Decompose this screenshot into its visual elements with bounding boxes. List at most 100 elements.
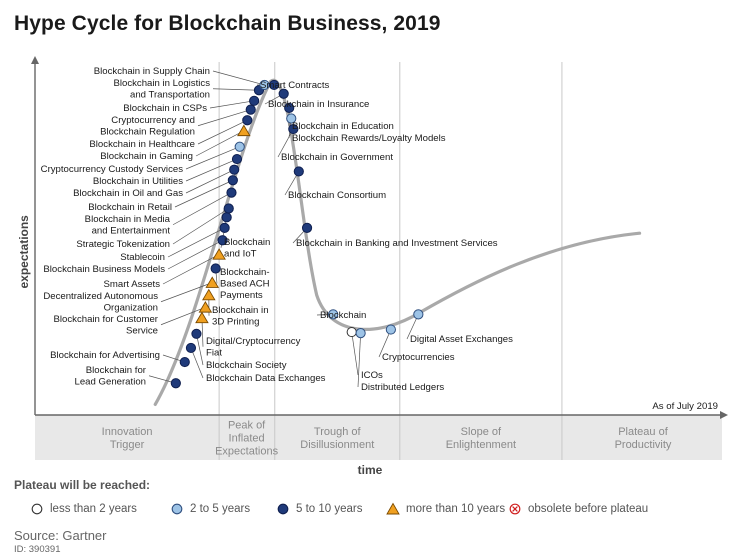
leader-line: [196, 333, 204, 366]
legend-marker: [171, 503, 183, 515]
marker-blockchain-in-utilities: [231, 153, 243, 165]
marker-smart-contracts: [268, 79, 280, 91]
marker-decentralized-autonomous-organization: [205, 276, 220, 288]
legend-marker-x: [512, 506, 518, 512]
x-axis-label: time: [358, 463, 383, 477]
label-blockchain-in-logistics-and-transportation: and Transportation: [130, 90, 210, 101]
marker-strategic-tokenization: [223, 203, 234, 214]
label-blockchain-in-media-and-entertainment: and Entertainment: [92, 226, 171, 237]
marker-blockchain-in-csps: [249, 95, 260, 106]
leader-line: [351, 331, 359, 376]
phase-label: Productivity: [615, 439, 672, 451]
phase-label: Expectations: [215, 446, 278, 458]
marker-blockchain-in-3d-printing: [202, 288, 216, 301]
marker-blockchain-in-gaming: [237, 124, 251, 137]
legend-swatch-obsolete-before-plateau: [509, 503, 521, 515]
legend-marker: [386, 502, 400, 515]
phase-label: Plateau of: [618, 426, 668, 438]
legend: Plateau will be reached: less than 2 yea…: [14, 478, 734, 515]
label-cryptocurrency-and-blockchain-regulation: Blockchain Regulation: [100, 127, 195, 138]
marker-blockchain-in-government: [288, 123, 299, 135]
x-axis-arrow: [720, 411, 728, 419]
legend-label: 2 to 5 years: [190, 503, 251, 515]
label-blockchain-in-banking-and-investment-services: Blockchain in Banking and Investment Ser…: [296, 238, 498, 249]
label-blockchain-and-iot: Blockchain: [224, 237, 270, 248]
marker-blockchain-data-exchanges: [185, 342, 197, 354]
phase-label: Peak of: [228, 420, 266, 432]
leader-line: [197, 119, 248, 145]
marker-cryptocurrency-and-blockchain-regulation: [245, 104, 256, 115]
leader-line: [167, 239, 223, 270]
label-blockchain-for-advertising: Blockchain for Advertising: [50, 350, 160, 361]
label-blockchain-and-iot: and IoT: [224, 249, 257, 260]
legend-label: 5 to 10 years: [296, 503, 363, 515]
leader-line: [172, 192, 232, 226]
phase-label: Innovation: [102, 426, 153, 438]
leader-line: [212, 88, 259, 91]
legend-swatch-5-to-10-years: [277, 503, 289, 515]
label-blockchain-in-supply-chain: Blockchain in Supply Chain: [94, 66, 210, 77]
legend-item-2-to-5-years: 2 to 5 years: [170, 502, 250, 516]
legend-item-less-than-2-years: less than 2 years: [30, 502, 137, 516]
label-blockchain-in-media-and-entertainment: Blockchain in Media: [85, 214, 171, 225]
marker-blockchain-in-oil-and-gas: [229, 164, 240, 175]
legend-title: Plateau will be reached:: [14, 478, 151, 492]
legend-item-more-than-10-years: more than 10 years: [386, 502, 505, 516]
label-cryptocurrencies: Cryptocurrencies: [382, 352, 455, 363]
phase-label: Slope of: [461, 426, 502, 438]
y-axis-arrow: [31, 56, 39, 64]
marker-blockchain: [328, 309, 339, 320]
phase-label: Inflated: [229, 433, 265, 445]
leader-line: [190, 347, 204, 379]
label-blockchain-rewards-loyalty-models: Blockchain Rewards/Loyalty Models: [292, 133, 446, 144]
phase-label: Disillusionment: [300, 439, 374, 451]
label-digital-asset-exchanges: Digital Asset Exchanges: [410, 334, 513, 345]
legend-item-5-to-10-years: 5 to 10 years: [276, 502, 362, 516]
label-blockchain-in-insurance: Blockchain in Insurance: [268, 99, 369, 110]
leader-line: [185, 158, 238, 182]
legend-swatch-less-than-2-years: [31, 503, 43, 515]
label-strategic-tokenization: Strategic Tokenization: [76, 239, 170, 250]
label-smart-contracts: Smart Contracts: [260, 80, 330, 91]
phase-band: [35, 415, 722, 460]
leader-line: [185, 146, 240, 170]
legend-marker: [277, 503, 289, 515]
label-blockchain-in-oil-and-gas: Blockchain in Oil and Gas: [73, 188, 183, 199]
marker-distributed-ledgers: [355, 328, 366, 339]
marker-blockchain-rewards-loyalty-models: [286, 113, 297, 124]
marker-blockchain-in-insurance: [278, 88, 289, 99]
as-of-note: As of July 2019: [652, 401, 718, 412]
marker-blockchain-in-retail: [227, 175, 238, 186]
leader-line: [162, 254, 220, 285]
marker-blockchain-business-models: [217, 235, 228, 246]
leader-line: [174, 179, 234, 208]
marker-blockchain-for-customer-service: [198, 301, 213, 313]
label-blockchain-business-models: Blockchain Business Models: [43, 264, 165, 275]
document-id: ID: 390391: [14, 544, 61, 555]
label-blockchain-consortium: Blockchain Consortium: [288, 190, 386, 201]
legend-item-obsolete-before-plateau: obsolete before plateau: [508, 502, 648, 516]
legend-label: more than 10 years: [406, 503, 506, 515]
leader-line: [197, 109, 251, 127]
legend-marker: [31, 503, 43, 515]
leader-line: [160, 282, 213, 303]
marker-blockchain-for-lead-generation: [170, 378, 181, 389]
marker-smart-assets: [212, 248, 226, 260]
label-blockchain-based-ach-payments: Payments: [220, 290, 263, 301]
label-digital-cryptocurrency-fiat: Fiat: [206, 348, 222, 359]
leader-lines-group: [148, 70, 419, 388]
phase-label: Trigger: [110, 439, 145, 451]
label-blockchain-in-healthcare: Blockchain in Healthcare: [89, 139, 195, 150]
leader-line: [160, 307, 206, 326]
marker-blockchain-consortium: [293, 166, 304, 177]
marker-stablecoin: [219, 222, 230, 234]
label-blockchain-society: Blockchain Society: [206, 360, 287, 371]
label-blockchain-in-education: Blockchain in Education: [292, 121, 394, 132]
hype-cycle-chart: expectations time As of July 2019 Innovatio…: [17, 56, 728, 477]
marker-cryptocurrencies: [385, 324, 396, 335]
label-digital-cryptocurrency-fiat: Digital/Cryptocurrency: [206, 336, 301, 347]
label-cryptocurrency-custody-services: Cryptocurrency Custody Services: [41, 164, 184, 175]
leader-line: [172, 208, 229, 245]
label-decentralized-autonomous-organization: Organization: [104, 303, 158, 314]
label-blockchain-for-customer-service: Blockchain for Customer: [53, 314, 158, 325]
